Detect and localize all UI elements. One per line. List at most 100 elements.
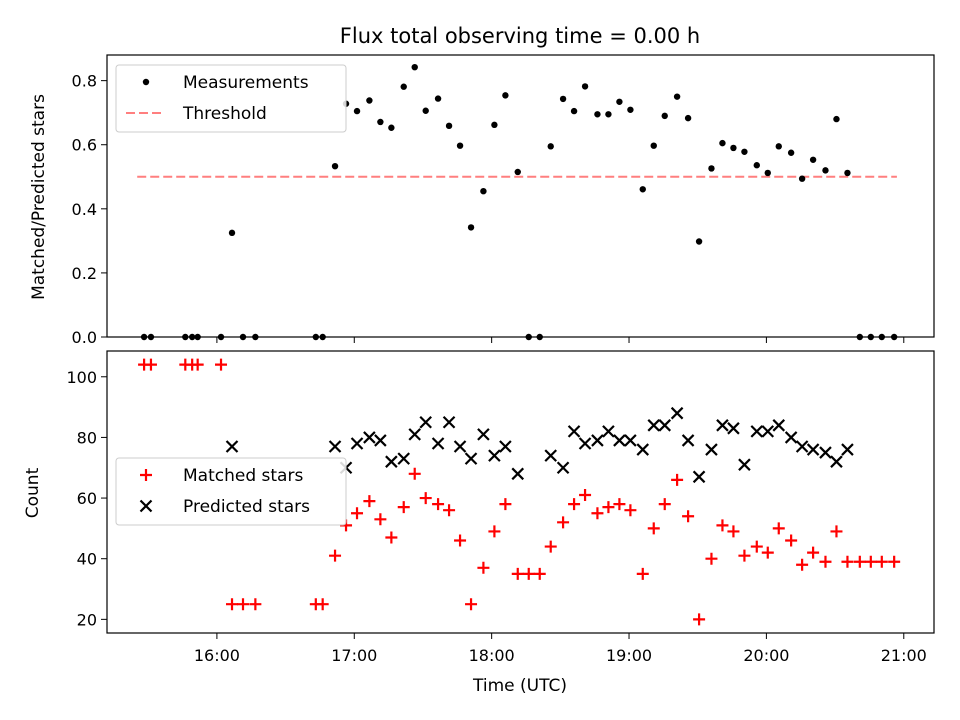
matched-stars-point xyxy=(602,501,615,514)
bottom-legend-swatch xyxy=(139,499,153,513)
matched-stars-point xyxy=(761,546,774,559)
measurement-point xyxy=(708,165,715,172)
predicted-stars-point xyxy=(784,431,798,444)
predicted-stars-point xyxy=(397,452,411,465)
bottom-y-tick-label: 20 xyxy=(77,610,97,629)
top-legend: Measurements Threshold xyxy=(115,64,347,133)
predicted-stars-point xyxy=(624,434,637,447)
predicted-stars-point xyxy=(363,431,376,444)
bottom-legend-label: Matched stars xyxy=(183,466,303,486)
predicted-stars-point xyxy=(670,406,684,420)
matched-stars-point xyxy=(237,598,250,611)
predicted-stars-point xyxy=(692,470,706,484)
matched-stars-point xyxy=(533,567,546,580)
bottom-y-tick-label: 100 xyxy=(66,368,97,387)
predicted-stars-point xyxy=(419,415,432,429)
matched-stars-point xyxy=(385,531,398,544)
measurement-point xyxy=(753,162,760,169)
matched-stars-point xyxy=(716,519,729,532)
predicted-stars-point xyxy=(716,419,729,432)
matched-stars-point xyxy=(647,522,660,535)
predicted-stars-point xyxy=(761,425,775,438)
predicted-stars-point xyxy=(578,437,592,450)
predicted-stars-point xyxy=(567,425,581,438)
bottom-axes: 20 40 60 80 100 16:00 17:00 18:00 19:00 20:00 21:0… xyxy=(66,350,935,665)
top-legend-box xyxy=(115,64,347,133)
bottom-x-tick-label: 16:00 xyxy=(194,646,240,665)
matched-stars-point xyxy=(408,467,421,480)
measurement-point xyxy=(331,162,339,170)
bottom-y-tick-label: 80 xyxy=(77,428,97,447)
measurement-point xyxy=(605,111,612,118)
measurement-point xyxy=(388,124,395,131)
measurement-point xyxy=(775,143,782,150)
predicted-stars-point xyxy=(841,443,854,456)
matched-stars-point xyxy=(443,504,456,517)
matched-stars-point xyxy=(477,561,490,574)
measurement-point xyxy=(695,238,703,245)
matched-stars-point xyxy=(693,613,706,626)
predicted-stars-point xyxy=(453,440,467,453)
measurement-point xyxy=(480,187,487,195)
matched-stars-point xyxy=(465,598,478,611)
measurement-point xyxy=(673,93,681,100)
matched-stars-point xyxy=(488,525,501,538)
predicted-stars-point xyxy=(328,440,342,453)
top-y-tick-label: 0.0 xyxy=(72,328,97,347)
measurement-point xyxy=(491,121,498,129)
top-y-tick-label: 0.4 xyxy=(72,200,97,219)
predicted-stars-point xyxy=(658,419,672,432)
measurement-point xyxy=(514,168,521,176)
matched-stars-point xyxy=(636,567,649,580)
matched-stars-point xyxy=(329,549,342,562)
measurement-point xyxy=(467,224,475,231)
matched-stars-point xyxy=(738,549,751,562)
measurement-point xyxy=(684,114,692,122)
predicted-stars-point xyxy=(636,443,650,456)
measurement-point xyxy=(445,122,453,130)
matched-stars-point xyxy=(557,516,570,529)
matched-stars-point xyxy=(215,358,228,371)
predicted-stars-point xyxy=(806,443,820,456)
matched-stars-point xyxy=(316,598,329,611)
matched-stars-point xyxy=(796,558,809,571)
measurement-point xyxy=(798,175,806,182)
predicted-stars-point xyxy=(602,425,615,438)
top-y-tick-label: 0.2 xyxy=(72,264,97,283)
measurement-point xyxy=(627,106,634,113)
predicted-stars-point xyxy=(556,461,570,475)
matched-stars-point xyxy=(705,552,718,565)
measurement-point xyxy=(661,112,668,120)
bottom-x-tick-label: 18:00 xyxy=(469,646,515,665)
measurement-point xyxy=(809,156,817,163)
predicted-stars-point xyxy=(591,434,604,447)
predicted-stars-point xyxy=(613,434,626,447)
predicted-stars-point xyxy=(705,443,718,456)
measurement-point xyxy=(400,83,407,90)
measurement-point xyxy=(456,142,464,149)
measurement-point xyxy=(844,169,851,177)
predicted-stars-point xyxy=(442,415,456,429)
top-legend-label: Measurements xyxy=(183,73,309,93)
predicted-stars-point xyxy=(408,428,421,441)
matched-stars-point xyxy=(419,492,432,505)
measurement-point xyxy=(650,142,657,149)
top-axes: 0.0 0.2 0.4 0.6 0.8 xyxy=(72,54,935,347)
predicted-stars-point xyxy=(772,419,786,432)
measurement-point xyxy=(616,98,623,105)
matched-stars-point xyxy=(772,522,785,535)
predicted-stars-point xyxy=(647,419,661,432)
matched-stars-point xyxy=(249,598,262,611)
measurement-point xyxy=(570,107,578,115)
matched-stars-point xyxy=(671,473,684,486)
matched-stars-point xyxy=(658,498,671,511)
measurement-point xyxy=(787,149,795,156)
measurement-point xyxy=(581,83,589,90)
matched-stars-point xyxy=(144,358,157,371)
bottom-legend-box xyxy=(115,457,347,526)
predicted-stars-point xyxy=(738,458,751,471)
matched-stars-point xyxy=(819,555,832,568)
bottom-y-tick-label: 40 xyxy=(77,550,97,569)
matched-stars-point xyxy=(397,501,410,514)
matched-stars-point xyxy=(568,498,581,511)
